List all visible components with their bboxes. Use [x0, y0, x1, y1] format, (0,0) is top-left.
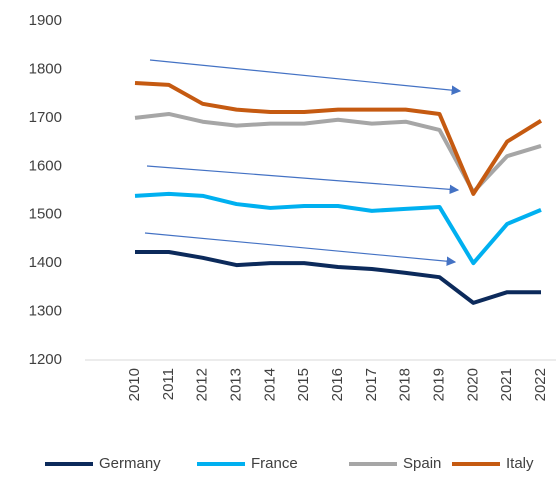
legend-item: Italy — [452, 455, 534, 472]
trend-arrows — [144, 59, 462, 266]
x-tick-label: 2016 — [329, 368, 346, 401]
x-tick-label: 2019 — [430, 368, 447, 401]
series-line — [134, 191, 542, 266]
legend-label: Germany — [99, 455, 161, 472]
y-tick-label: 1200 — [29, 351, 62, 368]
legend-label: Spain — [403, 455, 441, 472]
legend-item: Spain — [349, 455, 441, 472]
x-tick-label: 2020 — [464, 368, 481, 401]
legend-label: France — [251, 455, 298, 472]
y-tick-label: 1300 — [29, 303, 62, 320]
y-tick-label: 1900 — [29, 12, 62, 29]
x-tick-label: 2010 — [126, 368, 143, 401]
x-tick-label: 2011 — [160, 368, 177, 400]
y-tick-label: 1400 — [29, 254, 62, 271]
x-tick-label: 2012 — [194, 368, 211, 401]
x-tick-label: 2022 — [532, 368, 549, 401]
trend-arrow — [144, 232, 457, 266]
y-tick-label: 1800 — [29, 60, 62, 77]
x-tick-label: 2021 — [498, 368, 515, 401]
y-tick-label: 1500 — [29, 206, 62, 223]
x-tick-label: 2017 — [363, 368, 380, 401]
x-tick-label: 2013 — [227, 368, 244, 401]
x-tick-label: 2014 — [261, 368, 278, 401]
trend-arrow — [146, 165, 460, 195]
y-tick-label: 1700 — [29, 109, 62, 126]
series-line — [134, 80, 543, 196]
x-tick-label: 2018 — [397, 368, 414, 401]
legend-item: Germany — [45, 455, 161, 472]
y-tick-label: 1600 — [29, 157, 62, 174]
x-tick-label: 2015 — [295, 368, 312, 401]
series-line — [135, 250, 541, 305]
trend-arrow — [149, 59, 462, 95]
legend-item: France — [197, 455, 298, 472]
legend-label: Italy — [506, 455, 534, 472]
